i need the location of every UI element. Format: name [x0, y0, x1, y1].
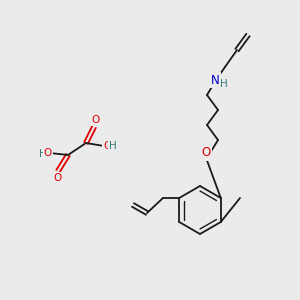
- Text: H: H: [39, 149, 47, 159]
- Text: H: H: [220, 79, 228, 89]
- Text: O: O: [44, 148, 52, 158]
- Text: O: O: [91, 115, 99, 125]
- Text: O: O: [201, 146, 211, 160]
- Text: H: H: [109, 141, 117, 151]
- Text: O: O: [103, 141, 111, 151]
- Text: O: O: [53, 173, 61, 183]
- Text: N: N: [211, 74, 219, 86]
